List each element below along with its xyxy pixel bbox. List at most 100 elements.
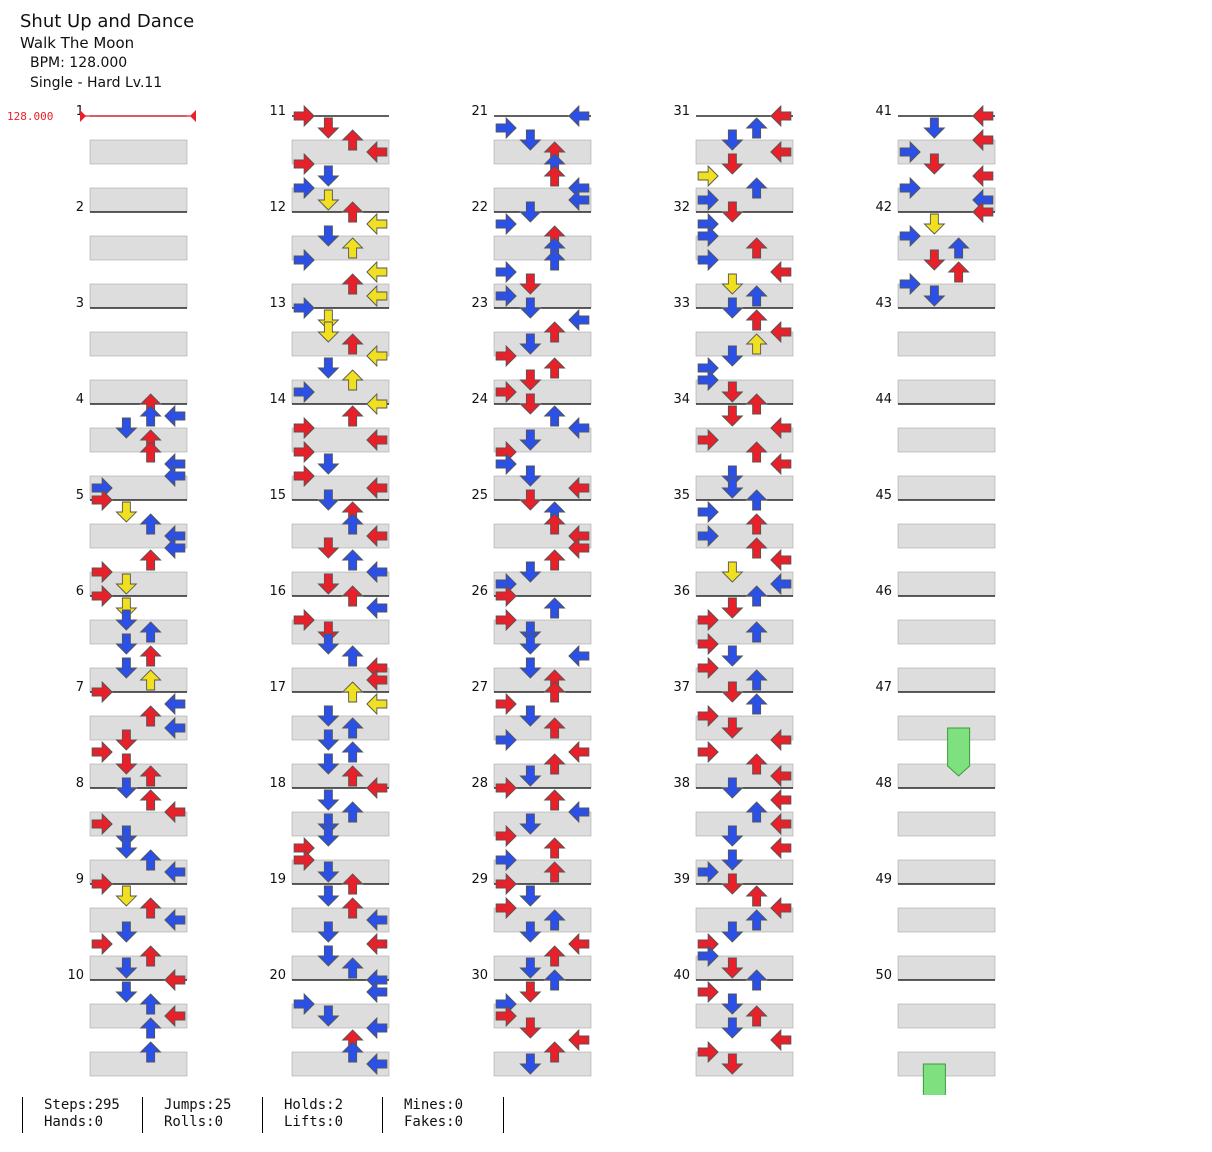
- measure-number: 15: [269, 488, 286, 503]
- beat-band: [897, 859, 996, 885]
- arrow-left-note: [293, 464, 315, 488]
- arrow-up-note: [139, 993, 162, 1015]
- arrow-down-note: [317, 225, 340, 247]
- arrow-up-note: [543, 549, 566, 571]
- arrow-down-note: [923, 213, 946, 235]
- arrow-down-note: [721, 849, 744, 871]
- arrow-left-note: [91, 584, 113, 608]
- arrow-up-note: [745, 801, 768, 823]
- arrow-right-note: [164, 908, 186, 932]
- arrow-up-note: [139, 1041, 162, 1063]
- arrow-left-note: [293, 608, 315, 632]
- arrow-right-note: [366, 692, 388, 716]
- arrow-down-note: [721, 561, 744, 583]
- arrow-up-note: [745, 309, 768, 331]
- arrow-left-note: [91, 680, 113, 704]
- arrow-right-note: [164, 536, 186, 560]
- measure-number: 7: [76, 680, 84, 695]
- arrow-down-note: [519, 489, 542, 511]
- arrow-down-note: [115, 609, 138, 631]
- beat-band: [897, 1051, 996, 1077]
- arrow-down-note: [317, 729, 340, 751]
- arrow-right-note: [770, 896, 792, 920]
- arrow-down-note: [115, 981, 138, 1003]
- arrow-down-note: [519, 633, 542, 655]
- measure-number: 26: [471, 584, 488, 599]
- beat-band: [493, 667, 592, 693]
- arrow-right-note: [972, 200, 994, 224]
- arrow-up-note: [139, 705, 162, 727]
- arrow-right-note: [164, 860, 186, 884]
- beat-band: [897, 571, 996, 597]
- measure-number: 14: [269, 392, 286, 407]
- arrow-right-note: [770, 812, 792, 836]
- measure-number: 30: [471, 968, 488, 983]
- measure-number: 29: [471, 872, 488, 887]
- arrow-right-note: [568, 932, 590, 956]
- difficulty-label: Single - Hard Lv.11: [30, 75, 163, 91]
- stat-lifts: Lifts:0: [284, 1114, 344, 1130]
- measure-number: 4: [76, 392, 84, 407]
- arrow-up-note: [543, 357, 566, 379]
- arrow-right-note: [568, 308, 590, 332]
- stat-jumps: Jumps:25: [164, 1097, 232, 1113]
- arrow-down-note: [721, 1017, 744, 1039]
- arrow-up-note: [947, 261, 970, 283]
- arrow-right-note: [770, 836, 792, 860]
- arrow-down-note: [317, 753, 340, 775]
- beat-band: [89, 331, 188, 357]
- measure-number: 27: [471, 680, 488, 695]
- arrow-up-note: [543, 789, 566, 811]
- arrow-left-note: [495, 260, 517, 284]
- arrow-up-note: [745, 1005, 768, 1027]
- arrow-down-note: [317, 825, 340, 847]
- measure-number: 1: [76, 104, 84, 119]
- arrow-left-note: [293, 380, 315, 404]
- arrow-up-note: [139, 1017, 162, 1039]
- beat-band: [89, 1051, 188, 1077]
- arrow-down-note: [317, 309, 340, 331]
- arrow-left-note: [697, 248, 719, 272]
- measure-number: 45: [875, 488, 892, 503]
- arrow-down-note: [519, 393, 542, 415]
- measure-number: 23: [471, 296, 488, 311]
- arrow-up-note: [341, 549, 364, 571]
- arrow-down-note: [519, 369, 542, 391]
- arrow-right-note: [164, 968, 186, 992]
- arrow-down-note: [519, 657, 542, 679]
- measure-number: 36: [673, 584, 690, 599]
- arrow-down-note: [519, 561, 542, 583]
- arrow-up-note: [139, 441, 162, 463]
- arrow-down-note: [317, 357, 340, 379]
- beat-band: [897, 475, 996, 501]
- arrow-right-note: [770, 728, 792, 752]
- arrow-up-note: [745, 333, 768, 355]
- arrow-left-note: [697, 188, 719, 212]
- arrow-left-note: [91, 812, 113, 836]
- arrow-left-note: [91, 872, 113, 896]
- arrow-up-note: [341, 801, 364, 823]
- arrow-up-note: [745, 117, 768, 139]
- arrow-up-note: [341, 717, 364, 739]
- arrow-up-note: [341, 333, 364, 355]
- arrow-down-note: [115, 633, 138, 655]
- arrow-down-note: [721, 957, 744, 979]
- arrow-right-note: [164, 464, 186, 488]
- arrow-down-note: [923, 153, 946, 175]
- arrow-right-note: [568, 740, 590, 764]
- arrow-left-note: [495, 872, 517, 896]
- arrow-left-note: [495, 692, 517, 716]
- arrow-left-note: [697, 368, 719, 392]
- stat-mines: Mines:0: [404, 1097, 464, 1113]
- arrow-right-note: [568, 644, 590, 668]
- arrow-up-note: [543, 717, 566, 739]
- arrow-up-note: [745, 537, 768, 559]
- arrow-up-note: [139, 645, 162, 667]
- measure-number: 42: [875, 200, 892, 215]
- measure-number: 2: [76, 200, 84, 215]
- arrow-down-note: [721, 921, 744, 943]
- arrow-down-note: [115, 825, 138, 847]
- arrow-down-note: [721, 345, 744, 367]
- measure-number: 16: [269, 584, 286, 599]
- arrow-up-note: [543, 321, 566, 343]
